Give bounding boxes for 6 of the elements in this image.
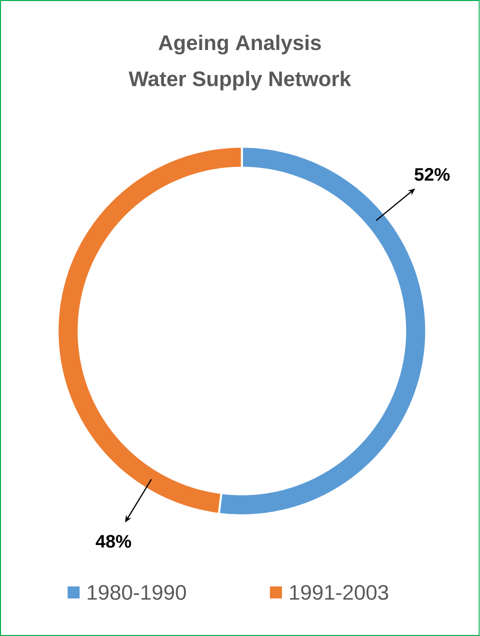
data-label: 48% (96, 534, 132, 548)
legend-label: 1991-2003 (290, 584, 388, 600)
chart-title: Ageing Analysis (158, 34, 321, 54)
legend-label: 1980-1990 (88, 584, 186, 600)
chart-subtitle: Water Supply Network (128, 70, 352, 90)
data-label: 52% (414, 168, 450, 181)
